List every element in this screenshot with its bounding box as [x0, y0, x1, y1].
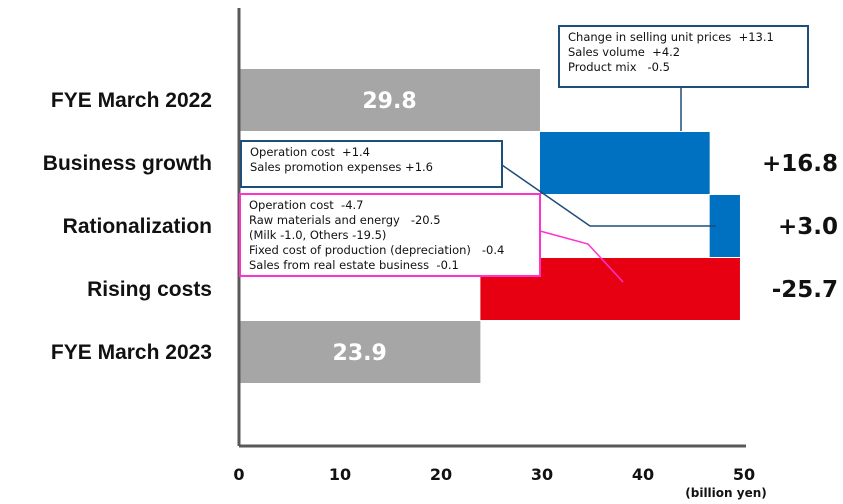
category-labels: FYE March 2022 Business growth Rationaliza…: [43, 89, 212, 364]
callout-3-line-4: Fixed cost of production (depreciation) …: [249, 243, 504, 257]
delta-label-4: -25.7: [772, 277, 838, 303]
callout-2-line-2: Sales promotion expenses +1.6: [250, 160, 433, 174]
x-tick-label-4: 30: [531, 465, 553, 484]
bar-2: [539, 132, 710, 194]
x-tick-label-3: 20: [430, 465, 452, 484]
callout-leader-2: [501, 164, 716, 227]
x-axis-unit-label: (billion yen): [685, 486, 766, 500]
category-label-4: Rising costs: [87, 278, 212, 301]
callout-3-line-5: Sales from real estate business -0.1: [249, 258, 459, 272]
callout-leader-3: [539, 230, 624, 283]
x-tick-label-2: 10: [329, 465, 351, 484]
total-label-1: 29.8: [362, 89, 416, 114]
callout-2-line-1: Operation cost +1.4: [250, 145, 370, 159]
callouts-layer: Change in selling unit prices +13.1Sales…: [239, 25, 809, 283]
x-tick-label-1: 0: [233, 465, 244, 484]
delta-label-3: +3.0: [778, 214, 838, 240]
callout-box-1: [558, 25, 809, 88]
bar-5: [239, 321, 481, 383]
value-labels: 29.8 +16.8 +3.0 -25.7 23.9: [333, 89, 838, 366]
x-tick-label-6: 50: [733, 465, 755, 484]
callout-box-3: [239, 193, 541, 277]
callout-3-line-1: Operation cost -4.7: [249, 198, 364, 212]
callout-1-line-3: Product mix -0.5: [568, 60, 670, 74]
callout-1-line-1: Change in selling unit prices +13.1: [568, 30, 774, 44]
category-label-1: FYE March 2022: [51, 89, 212, 112]
category-label-3: Rationalization: [63, 215, 212, 238]
callout-box-2: [240, 140, 503, 188]
callout-3-line-3: (Milk -1.0, Others -19.5): [249, 228, 386, 242]
callout-3-line-2: Raw materials and energy -20.5: [249, 213, 441, 227]
total-label-5: 23.9: [333, 341, 387, 366]
category-label-5: FYE March 2023: [51, 341, 212, 364]
delta-label-2: +16.8: [762, 151, 838, 177]
callout-1-line-2: Sales volume +4.2: [568, 45, 680, 59]
category-label-2: Business growth: [43, 152, 212, 175]
bar-1: [239, 69, 540, 131]
x-tick-label-5: 40: [632, 465, 654, 484]
